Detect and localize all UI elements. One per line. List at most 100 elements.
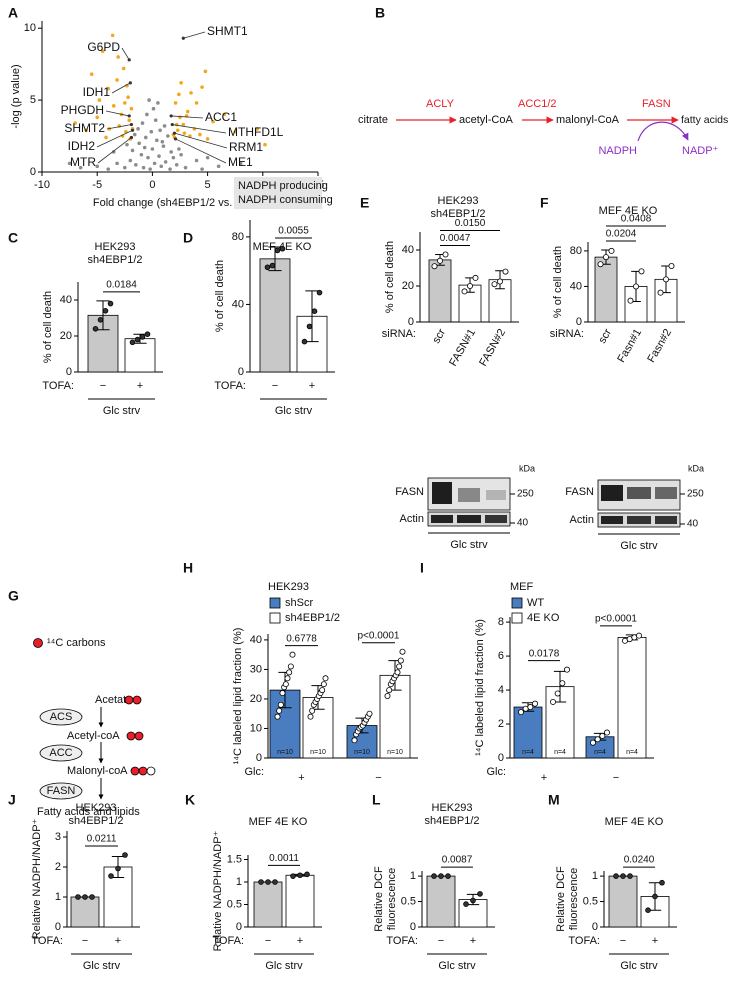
x-tick-label: + bbox=[652, 935, 658, 947]
data-point bbox=[466, 282, 473, 289]
x-tick-label: − bbox=[620, 935, 626, 947]
data-point bbox=[163, 160, 168, 164]
y-tick-label: 0 bbox=[238, 366, 244, 378]
leader-line bbox=[96, 129, 133, 148]
data-point bbox=[155, 138, 159, 143]
data-point bbox=[304, 871, 310, 878]
data-point bbox=[211, 119, 215, 124]
legend-text: NADPH producing bbox=[238, 180, 328, 192]
blot-band bbox=[486, 490, 506, 500]
chart-title: HEK293 bbox=[432, 802, 473, 814]
p-value: 0.0408 bbox=[621, 214, 652, 225]
x-tick-label: − bbox=[82, 935, 88, 947]
data-point bbox=[319, 687, 326, 694]
chart-title: HEK293 bbox=[268, 581, 309, 593]
data-point bbox=[309, 707, 316, 714]
group-label: Glc strv bbox=[438, 960, 476, 972]
bar bbox=[259, 258, 291, 373]
p-value: 0.0184 bbox=[106, 280, 137, 291]
data-point bbox=[366, 710, 373, 717]
data-point bbox=[559, 680, 566, 687]
y-tick-label: 40 bbox=[232, 298, 244, 310]
gene-label: G6PD bbox=[87, 40, 120, 54]
data-point bbox=[463, 901, 469, 907]
row-label: Glc: bbox=[244, 766, 264, 778]
data-point bbox=[89, 72, 94, 77]
data-point bbox=[140, 121, 145, 125]
cofactor-arrow bbox=[637, 121, 689, 142]
western-blot: FASN Actin kDa 250 40 Glc strv bbox=[395, 463, 535, 551]
y-tick-label: 10 bbox=[24, 22, 36, 34]
data-point bbox=[177, 147, 181, 151]
n-label: n=10 bbox=[310, 749, 326, 756]
gene-point bbox=[127, 58, 131, 62]
x-tick-label: -5 bbox=[92, 179, 102, 191]
p-value: 0.0011 bbox=[269, 853, 299, 864]
blot-band bbox=[601, 516, 623, 524]
y-tick-label: 0 bbox=[592, 921, 598, 933]
chart-title: MEF bbox=[510, 581, 534, 593]
x-tick-label: + bbox=[541, 772, 547, 784]
n-label: n=4 bbox=[522, 749, 534, 756]
p-value: p<0.0001 bbox=[358, 630, 400, 641]
gene-label: ACC1 bbox=[205, 110, 237, 124]
data-point bbox=[668, 262, 675, 269]
p-value: 0.0055 bbox=[278, 226, 309, 237]
y-tick-label: 30 bbox=[250, 663, 262, 675]
carbon-dot bbox=[33, 638, 43, 648]
y-tick-label: 20 bbox=[60, 330, 72, 342]
data-point bbox=[442, 251, 449, 258]
metabolite: Fatty acids and lipids bbox=[37, 806, 140, 818]
data-point bbox=[171, 155, 176, 160]
data-point bbox=[532, 700, 539, 707]
data-point bbox=[613, 873, 619, 879]
n-label: n=10 bbox=[387, 749, 403, 756]
panel-label: M bbox=[548, 792, 560, 808]
data-point bbox=[645, 907, 651, 913]
gene-label: SHMT2 bbox=[64, 121, 105, 135]
data-point bbox=[146, 155, 150, 160]
gene-point bbox=[129, 135, 134, 140]
p-value: 0.0087 bbox=[442, 855, 473, 866]
data-point bbox=[111, 150, 116, 154]
data-point bbox=[659, 879, 665, 886]
x-tick-label: FASN#2 bbox=[477, 327, 508, 368]
data-point bbox=[396, 663, 403, 670]
data-point bbox=[194, 158, 199, 163]
data-point bbox=[115, 865, 121, 872]
data-point bbox=[258, 879, 264, 885]
legend-text: shScr bbox=[285, 597, 313, 609]
blot-band bbox=[655, 487, 677, 499]
enzyme: ACLY bbox=[426, 98, 455, 110]
metabolite: Acetate bbox=[95, 694, 132, 706]
data-point bbox=[78, 165, 83, 170]
data-point bbox=[638, 268, 645, 275]
x-tick-label: + bbox=[137, 380, 143, 392]
y-axis-label: -log (p value) bbox=[10, 64, 22, 128]
y-tick-label: 0 bbox=[256, 752, 262, 764]
data-point bbox=[279, 690, 286, 697]
band-label: Actin bbox=[400, 513, 424, 525]
y-tick-label: 40 bbox=[250, 634, 262, 646]
p-value: 0.0211 bbox=[87, 834, 117, 845]
n-label: n=4 bbox=[594, 749, 606, 756]
metabolite: fatty acids bbox=[681, 114, 728, 126]
marker-label: 250 bbox=[687, 489, 704, 500]
y-tick-label: 40 bbox=[402, 244, 414, 256]
blot-band bbox=[485, 515, 507, 523]
leader-line bbox=[174, 132, 228, 149]
data-point bbox=[142, 145, 147, 150]
blot-band bbox=[457, 515, 481, 523]
chart-title: HEK293 bbox=[438, 195, 479, 207]
x-tick-label: + bbox=[309, 380, 315, 392]
row-label: TOFA: bbox=[42, 380, 74, 392]
data-point bbox=[183, 165, 188, 170]
leader-line bbox=[175, 138, 227, 164]
data-point bbox=[115, 78, 119, 82]
data-point bbox=[110, 33, 115, 38]
p-value: 0.0150 bbox=[455, 218, 486, 229]
data-point bbox=[92, 325, 99, 332]
data-point bbox=[564, 666, 571, 673]
x-tick-label: + bbox=[115, 935, 121, 947]
unit: kDa bbox=[519, 463, 535, 473]
